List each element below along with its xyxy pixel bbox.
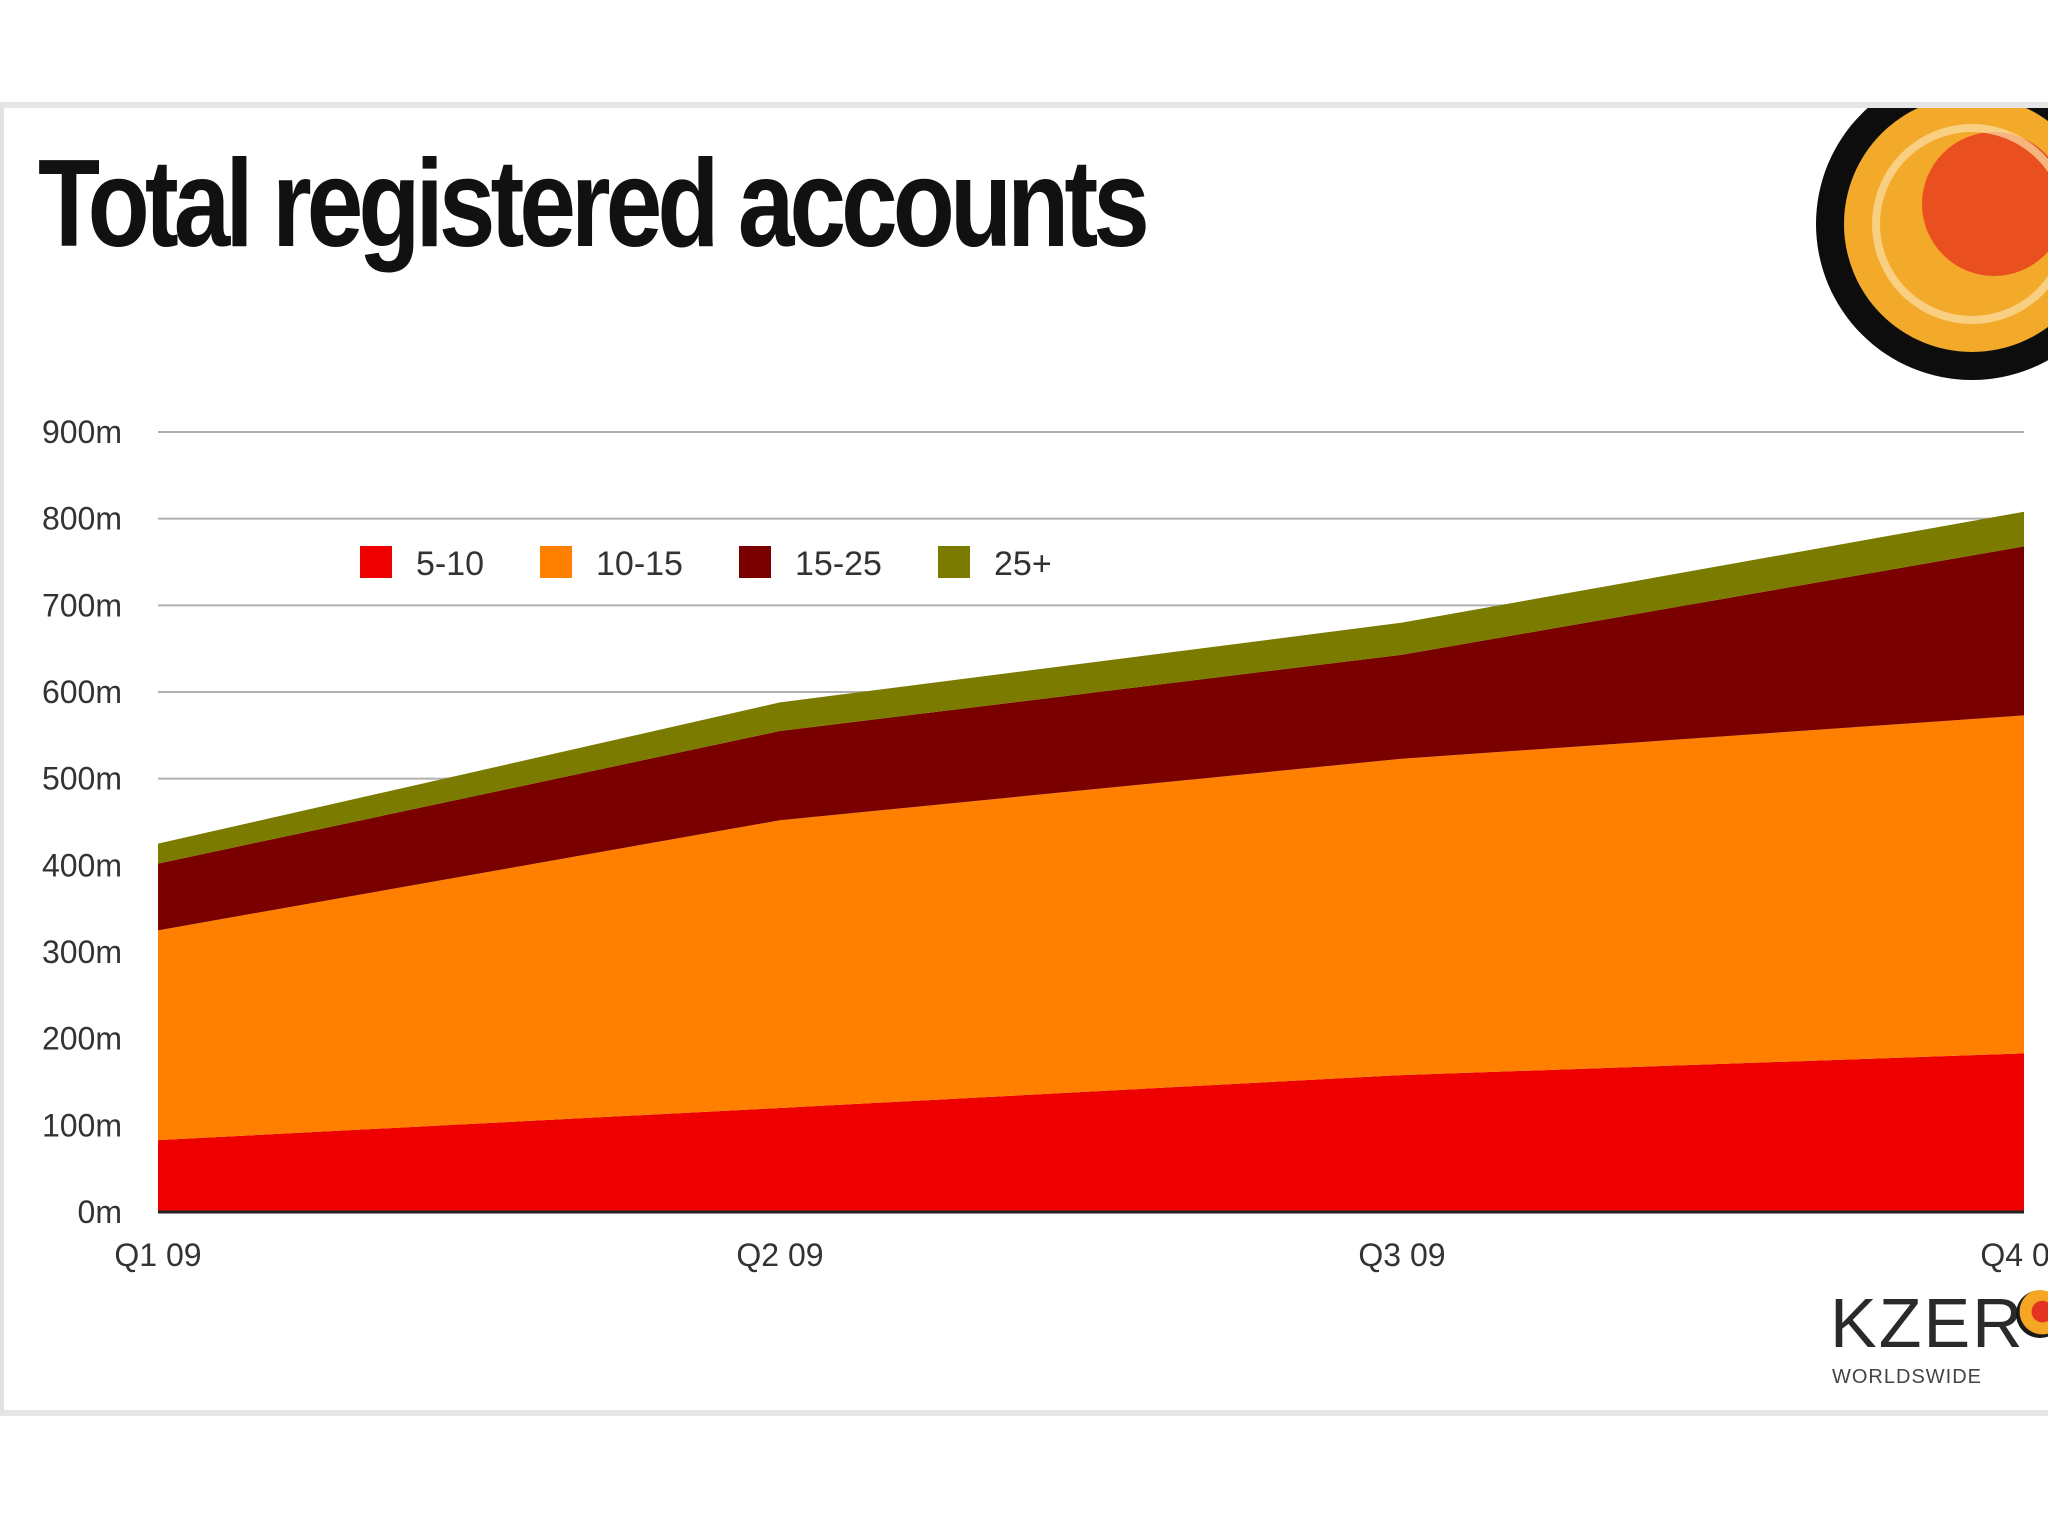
y-tick-label: 800m	[42, 501, 122, 537]
brand-logo: KZER WORLDSWIDE	[1830, 1288, 2048, 1398]
y-tick-label: 0m	[78, 1194, 122, 1230]
y-tick-label: 900m	[42, 414, 122, 450]
y-tick-label: 700m	[42, 587, 122, 623]
legend-label: 25+	[994, 545, 1052, 583]
brand-tagline: WORLDSWIDE	[1832, 1366, 1982, 1388]
x-tick-label: Q1 09	[114, 1237, 201, 1273]
area-chart: 0m 100m 200m 300m 400m 500m 600m 700m 800m 900m Q1…	[42, 108, 2048, 1273]
x-tick-label: Q2 09	[736, 1237, 823, 1273]
legend-swatch	[938, 546, 970, 578]
legend-label: 10-15	[596, 545, 683, 583]
x-tick-label: Q4 09	[1980, 1237, 2048, 1273]
legend-swatch	[360, 546, 392, 578]
area-series-5-10	[158, 1053, 2024, 1212]
brand-name: KZER	[1830, 1284, 2025, 1362]
area-series-15-25	[158, 546, 2024, 931]
legend-swatch	[540, 546, 572, 578]
globe-logo-core	[1922, 132, 2048, 276]
y-tick-label: 500m	[42, 761, 122, 797]
y-tick-label: 400m	[42, 847, 122, 883]
x-tick-label: Q3 09	[1358, 1237, 1445, 1273]
y-tick-label: 300m	[42, 934, 122, 970]
chart-frame: 0m 100m 200m 300m 400m 500m 600m 700m 800m 900m Q1…	[0, 102, 2048, 1416]
legend-label: 5-10	[416, 545, 484, 583]
area-series-25+	[158, 511, 2024, 864]
y-tick-label: 100m	[42, 1107, 122, 1143]
brand-globe-icon	[2016, 1290, 2048, 1338]
legend-label: 15-25	[795, 545, 882, 583]
legend-swatch	[739, 546, 771, 578]
area-series-10-15	[158, 715, 2024, 1141]
globe-logo-ring	[1872, 124, 2048, 324]
y-tick-label: 200m	[42, 1021, 122, 1057]
y-tick-label: 600m	[42, 674, 122, 710]
chart-title: Total registered accounts	[38, 135, 1150, 273]
